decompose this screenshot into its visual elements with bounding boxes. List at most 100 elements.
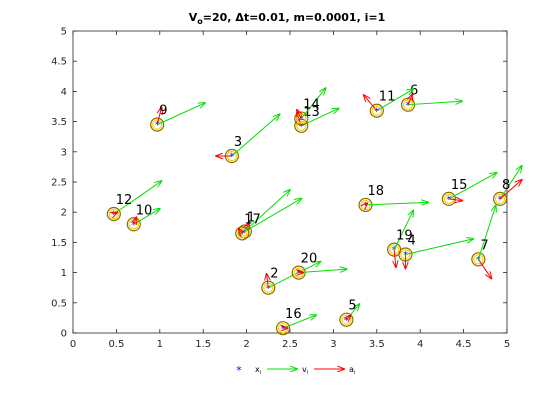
particle-label: 8	[502, 178, 510, 193]
legend: * xi vi ai	[228, 360, 356, 380]
particle-position-marker: *	[406, 100, 411, 111]
particle-ring-inner	[371, 105, 382, 116]
acceleration-arrow	[448, 199, 462, 201]
particle-ring	[369, 103, 384, 118]
axis-ticks: 0 0.5 1 1.5 2 2.5 3 3.5 4 4.5 5 0 0.5 1 1.5 2 2.5 3 3.5 4 4.…	[51, 27, 510, 351]
velocity-arrow	[156, 103, 205, 126]
particle-position-marker: *	[498, 195, 503, 206]
particle-label: 3	[234, 135, 242, 150]
chart-title: Vo=20, Δt=0.01, m=0.0001, i=1	[189, 11, 385, 26]
particle-ring-inner	[151, 119, 163, 130]
particle-position-marker: *	[131, 220, 136, 231]
particle-ring	[261, 280, 276, 295]
particle-label: 15	[451, 178, 468, 193]
velocity-arrow	[405, 239, 473, 255]
particle-ring	[150, 117, 165, 132]
legend-box	[228, 360, 356, 380]
particle-label: 20	[301, 252, 318, 267]
velocity-arrow	[300, 88, 325, 119]
title-main: V	[189, 11, 198, 24]
x-tick-label: 0	[70, 339, 76, 350]
particle-label: 19	[396, 229, 413, 244]
particle-position-marker: *	[374, 106, 379, 117]
particle-17: *17	[235, 190, 290, 241]
acceleration-arrow	[364, 95, 378, 112]
particle-18: *18	[358, 184, 428, 213]
y-tick-label: 4.5	[51, 57, 67, 68]
velocity-arrow	[133, 209, 160, 225]
acceleration-arrow	[366, 203, 368, 205]
velocity-arrow	[365, 202, 428, 205]
particle-13: *13	[294, 105, 339, 133]
particle-ring	[471, 252, 486, 267]
particle-ring-inner	[473, 254, 484, 265]
legend-label-acceleration: ai	[349, 365, 355, 376]
particle-position-marker: *	[266, 283, 271, 294]
title-rest: =20, Δt=0.01, m=0.0001, i=1	[203, 11, 385, 24]
y-tick-label: 3.5	[51, 117, 67, 128]
particle-ring-inner	[263, 282, 274, 293]
acceleration-arrow	[297, 110, 301, 119]
title-sub: o	[197, 17, 203, 26]
acceleration-arrow	[156, 107, 161, 125]
x-tick-label: 1	[157, 339, 163, 350]
particle-15: *15	[441, 173, 497, 207]
x-tick-label: 4	[417, 339, 423, 350]
x-tick-label: 2.5	[282, 339, 298, 350]
x-tick-label: 4.5	[456, 339, 472, 350]
velocity-arrow	[301, 108, 338, 127]
particle-label: 17	[244, 212, 261, 227]
particle-label: 9	[159, 104, 167, 119]
plot-area	[72, 30, 508, 334]
particle-ring	[387, 242, 402, 257]
particle-7: *7	[471, 205, 496, 278]
particle-label: 10	[136, 203, 153, 218]
particle-ring	[339, 312, 354, 327]
particle-label: 1	[247, 211, 255, 226]
velocity-arrow	[113, 181, 162, 215]
velocity-arrow	[499, 166, 522, 200]
x-tick-label: 5	[504, 339, 510, 350]
particle-5: *5	[339, 299, 360, 327]
particle-ring-inner	[494, 193, 506, 205]
particle-9: *9	[150, 103, 205, 132]
velocity-arrow	[231, 114, 280, 157]
particle-position-marker: *	[299, 114, 304, 125]
particle-ring-inner	[296, 120, 307, 132]
velocity-arrow	[448, 173, 497, 200]
particle-label: 7	[480, 238, 488, 253]
y-tick-label: 1	[61, 268, 67, 279]
acceleration-arrow	[499, 180, 522, 200]
legend-position-marker: *	[236, 364, 242, 377]
acceleration-arrow	[239, 229, 242, 233]
y-tick-label: 1.5	[51, 238, 67, 249]
x-tick-label: 3	[330, 339, 336, 350]
velocity-arrow	[408, 101, 462, 106]
particle-position-marker: *	[299, 121, 304, 132]
velocity-arrow	[241, 190, 290, 234]
particle-label: 11	[379, 90, 396, 105]
velocity-arrow	[244, 199, 301, 232]
legend-label-position: xi	[255, 365, 261, 376]
particle-position-marker: *	[476, 255, 481, 266]
particle-19: *19	[387, 211, 414, 267]
velocity-arrow	[282, 315, 316, 329]
particle-10: *10	[126, 203, 160, 232]
y-tick-label: 2	[61, 208, 67, 219]
y-tick-label: 4	[61, 87, 67, 98]
y-tick-label: 2.5	[51, 178, 67, 189]
velocity-arrow	[298, 269, 347, 274]
particle-3: *3	[216, 114, 280, 164]
legend-label-velocity: vi	[302, 365, 308, 376]
particle-label: 18	[368, 184, 385, 199]
particle-16: * 16	[275, 307, 316, 336]
particle-label: 6	[410, 84, 418, 99]
velocity-arrow	[376, 89, 413, 112]
particle-label: 2	[270, 267, 278, 282]
y-tick-label: 0	[61, 329, 67, 340]
y-tick-label: 0.5	[51, 298, 67, 309]
particle-position-marker: *	[111, 210, 116, 221]
velocity-arrow	[477, 205, 495, 260]
particle-label: 5	[348, 299, 356, 314]
